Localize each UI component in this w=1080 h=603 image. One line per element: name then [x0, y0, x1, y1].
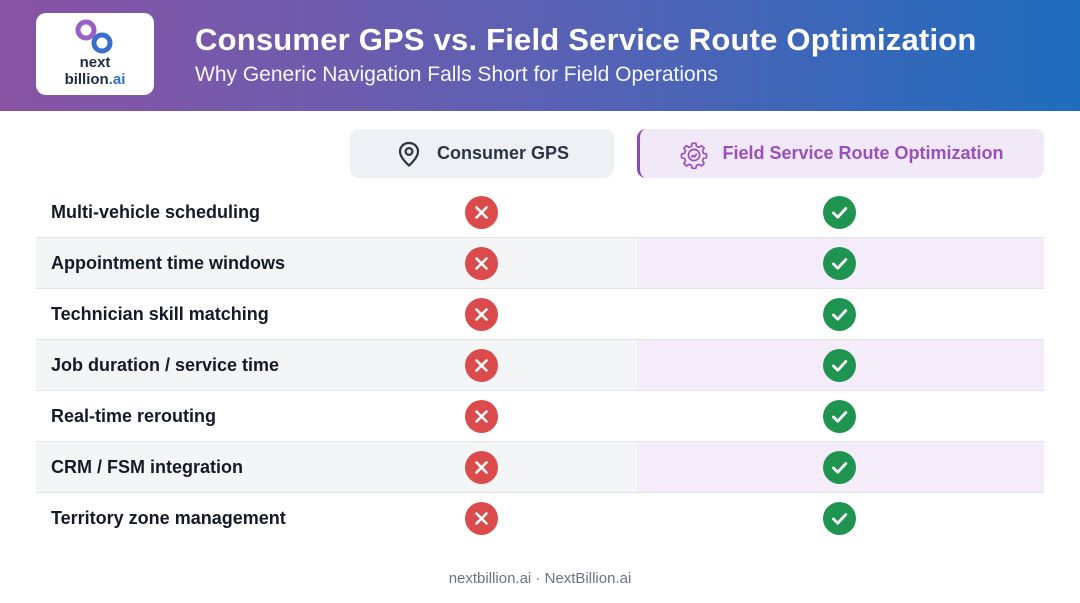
page-subtitle: Why Generic Navigation Falls Short for F… — [195, 63, 718, 86]
x-icon — [465, 502, 498, 535]
x-icon — [465, 196, 498, 229]
table-row: Territory zone management — [36, 493, 1044, 544]
comparison-table: Multi-vehicle scheduling Appointment time… — [36, 187, 1044, 544]
x-icon — [465, 451, 498, 484]
logo-line-2: billion.ai — [36, 71, 154, 88]
logo-wordmark: next billion.ai — [36, 54, 154, 88]
check-icon — [823, 400, 856, 433]
table-row: Multi-vehicle scheduling — [36, 187, 1044, 238]
page-title: Consumer GPS vs. Field Service Route Opt… — [195, 22, 977, 57]
row-feature-label: Territory zone management — [51, 508, 286, 528]
table-row: Appointment time windows — [36, 238, 1044, 289]
check-icon — [823, 349, 856, 382]
x-icon — [465, 400, 498, 433]
logo-mark-icon — [75, 19, 113, 54]
column-header-field-service: Field Service Route Optimization — [637, 129, 1044, 178]
map-pin-icon — [395, 140, 423, 168]
column-header-label: Consumer GPS — [436, 143, 570, 163]
x-icon — [465, 247, 498, 280]
table-row: Technician skill matching — [36, 289, 1044, 340]
check-icon — [823, 502, 856, 535]
logo-line-1: next — [79, 54, 111, 71]
x-icon — [465, 298, 498, 331]
check-icon — [823, 247, 856, 280]
gear-route-icon — [680, 140, 708, 169]
logo-word-ai: .ai — [108, 71, 126, 88]
column-header-label: Field Service Route Optimization — [722, 143, 1004, 163]
table-row: CRM / FSM integration — [36, 442, 1044, 493]
table-row: Job duration / service time — [36, 340, 1044, 391]
check-icon — [823, 196, 856, 229]
x-icon — [465, 349, 498, 382]
column-header-consumer-gps: Consumer GPS — [350, 129, 614, 178]
logo-word-billion: billion — [64, 71, 109, 88]
header-banner: next billion.ai Consumer GPS vs. Field S… — [0, 0, 1080, 111]
row-feature-label: Job duration / service time — [51, 355, 280, 375]
row-feature-label: Real-time rerouting — [51, 406, 217, 426]
row-feature-label: Multi-vehicle scheduling — [51, 202, 261, 222]
footer-credit: nextbillion.ai · NextBillion.ai — [448, 570, 632, 587]
row-feature-label: Appointment time windows — [51, 253, 285, 273]
logo: next billion.ai — [36, 13, 154, 95]
table-row: Real-time rerouting — [36, 391, 1044, 442]
check-icon — [823, 298, 856, 331]
check-icon — [823, 451, 856, 484]
row-feature-label: CRM / FSM integration — [51, 457, 243, 477]
row-feature-label: Technician skill matching — [51, 304, 269, 324]
